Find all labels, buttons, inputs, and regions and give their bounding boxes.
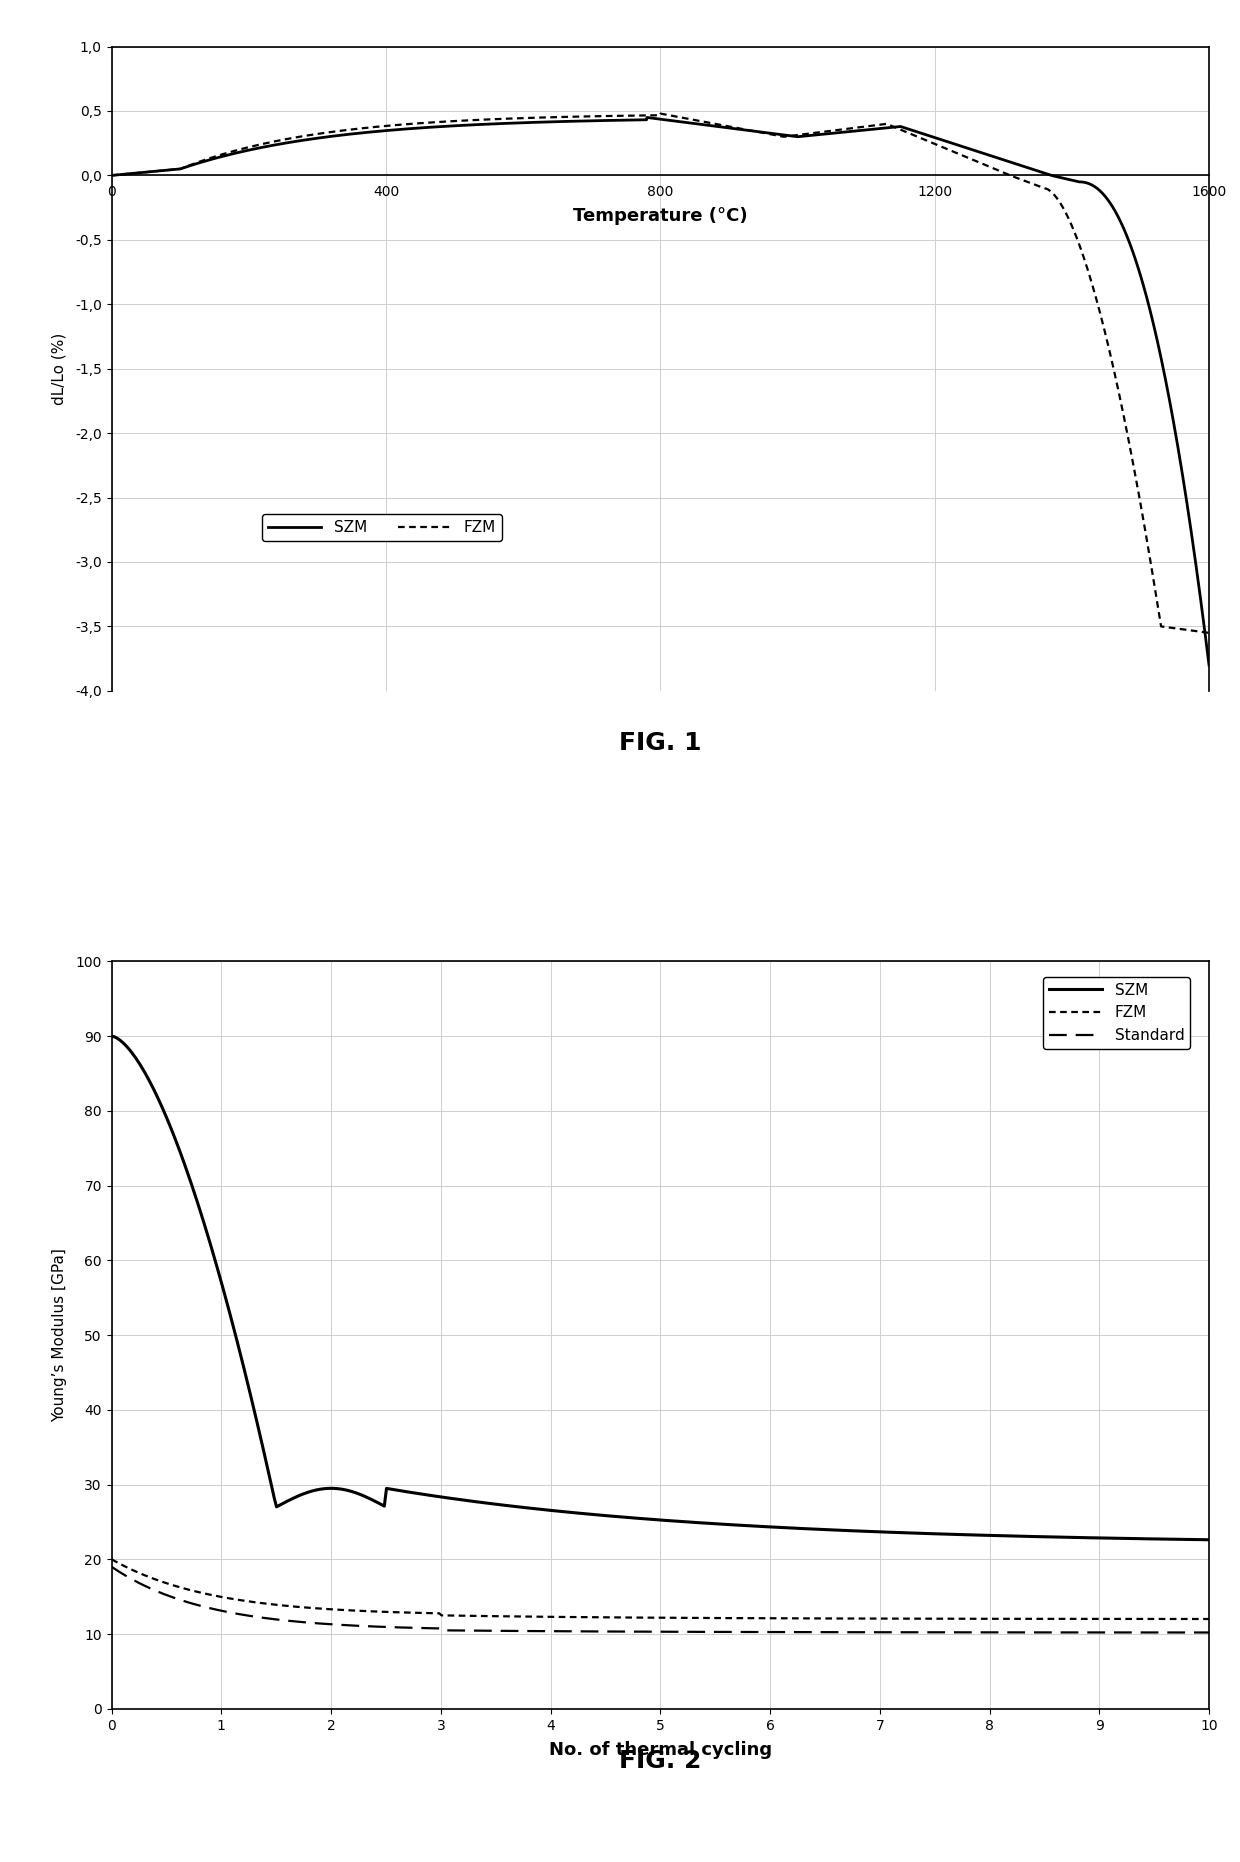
SZM	[758, 1516, 773, 1538]
FZM	[698, 1607, 713, 1629]
Standard	[1176, 1622, 1190, 1644]
Standard	[758, 1622, 773, 1644]
SZM	[573, 110, 588, 132]
FZM	[104, 164, 119, 186]
Text: FIG. 1: FIG. 1	[619, 732, 702, 754]
FZM	[1063, 210, 1078, 233]
FZM	[1202, 1607, 1216, 1629]
Standard	[632, 1620, 647, 1642]
Standard	[625, 1620, 640, 1642]
X-axis label: Temperature (°C): Temperature (°C)	[573, 207, 748, 225]
SZM	[1180, 497, 1195, 519]
SZM	[698, 1512, 713, 1534]
Line: SZM: SZM	[112, 1035, 1209, 1540]
Text: FIG. 2: FIG. 2	[619, 1748, 702, 1773]
SZM	[104, 164, 119, 186]
SZM	[1202, 654, 1216, 676]
FZM	[758, 1607, 773, 1629]
FZM	[573, 106, 588, 128]
Legend: SZM, FZM, Standard: SZM, FZM, Standard	[1043, 976, 1190, 1048]
Y-axis label: Young’s Modulus [GPa]: Young’s Modulus [GPa]	[52, 1248, 67, 1423]
SZM	[1176, 1529, 1190, 1551]
SZM	[1003, 1525, 1018, 1547]
SZM	[294, 128, 309, 151]
FZM	[653, 102, 668, 125]
FZM	[1202, 622, 1216, 644]
Legend: SZM, FZM: SZM, FZM	[262, 514, 501, 542]
FZM	[1180, 618, 1195, 641]
FZM	[625, 1607, 640, 1629]
SZM	[525, 112, 539, 134]
X-axis label: No. of thermal cycling: No. of thermal cycling	[549, 1741, 771, 1760]
Standard	[698, 1620, 713, 1642]
Standard	[1202, 1622, 1216, 1644]
FZM	[229, 140, 244, 162]
Line: FZM: FZM	[112, 114, 1209, 633]
SZM	[625, 1506, 640, 1529]
FZM	[1003, 1607, 1018, 1629]
FZM	[525, 106, 539, 128]
Standard	[1003, 1622, 1018, 1644]
FZM	[632, 1607, 647, 1629]
FZM	[104, 1547, 119, 1570]
SZM	[1202, 1529, 1216, 1551]
SZM	[229, 142, 244, 164]
FZM	[294, 125, 309, 147]
SZM	[1063, 169, 1078, 192]
SZM	[104, 1024, 119, 1046]
Standard	[104, 1555, 119, 1577]
FZM	[1176, 1607, 1190, 1629]
Line: FZM: FZM	[112, 1558, 1209, 1618]
SZM	[640, 106, 655, 128]
Y-axis label: dL/Lo (%): dL/Lo (%)	[52, 333, 67, 404]
Line: Standard: Standard	[112, 1566, 1209, 1633]
SZM	[632, 1506, 647, 1529]
Line: SZM: SZM	[112, 117, 1209, 665]
